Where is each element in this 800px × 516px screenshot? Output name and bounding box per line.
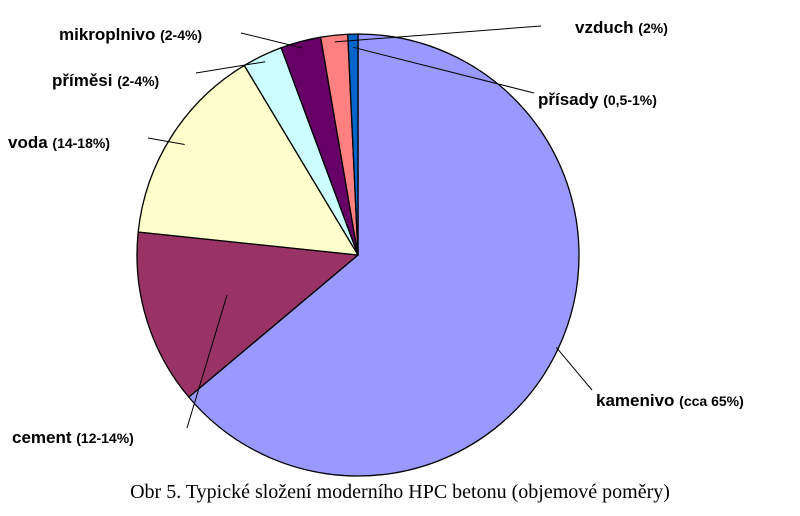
- slice-label-range: (cca 65%): [679, 393, 744, 409]
- slice-label-name: příměsi: [52, 71, 117, 90]
- slice-label-range: (2-4%): [117, 73, 159, 89]
- slice-label-name: cement: [12, 428, 76, 447]
- slice-label-range: (0,5-1%): [603, 92, 657, 108]
- slice-label-0: kamenivo (cca 65%): [596, 391, 744, 410]
- slice-label-range: (14-18%): [52, 135, 110, 151]
- slice-label-name: voda: [8, 133, 52, 152]
- slice-label-range: (2-4%): [160, 27, 202, 43]
- slice-label-name: mikroplnivo: [59, 25, 160, 44]
- slice-label-3: příměsi (2-4%): [52, 71, 159, 90]
- leader-line-2: [147, 137, 185, 146]
- pie-slice-2: [137, 64, 359, 256]
- slice-label-range: (2%): [638, 20, 668, 36]
- pie-slice-0: [188, 33, 580, 477]
- leader-lines: [147, 25, 593, 429]
- slice-label-4: mikroplnivo (2-4%): [59, 25, 202, 44]
- slice-label-name: vzduch: [575, 18, 638, 37]
- slice-label-range: (12-14%): [76, 430, 134, 446]
- slice-labels: kamenivo (cca 65%) cement (12-14%) voda (1…: [8, 18, 744, 447]
- slice-label-2: voda (14-18%): [8, 133, 110, 152]
- slice-label-name: kamenivo: [596, 391, 679, 410]
- slice-label-6: přísady (0,5-1%): [538, 90, 657, 109]
- slice-label-1: cement (12-14%): [12, 428, 134, 447]
- leader-line-4: [240, 32, 303, 49]
- slice-label-5: vzduch (2%): [575, 18, 668, 37]
- pie-slice-6: [347, 33, 359, 256]
- leader-line-1: [186, 294, 228, 429]
- slice-label-name: přísady: [538, 90, 603, 109]
- pie-slice-1: [136, 231, 359, 398]
- leader-line-5: [334, 25, 542, 43]
- leader-line-6: [353, 46, 535, 94]
- leader-line-3: [195, 61, 266, 74]
- leader-line-0: [555, 347, 593, 391]
- pie-slices: [136, 33, 580, 477]
- figure-caption: Obr 5. Typické složení moderního HPC bet…: [130, 481, 670, 503]
